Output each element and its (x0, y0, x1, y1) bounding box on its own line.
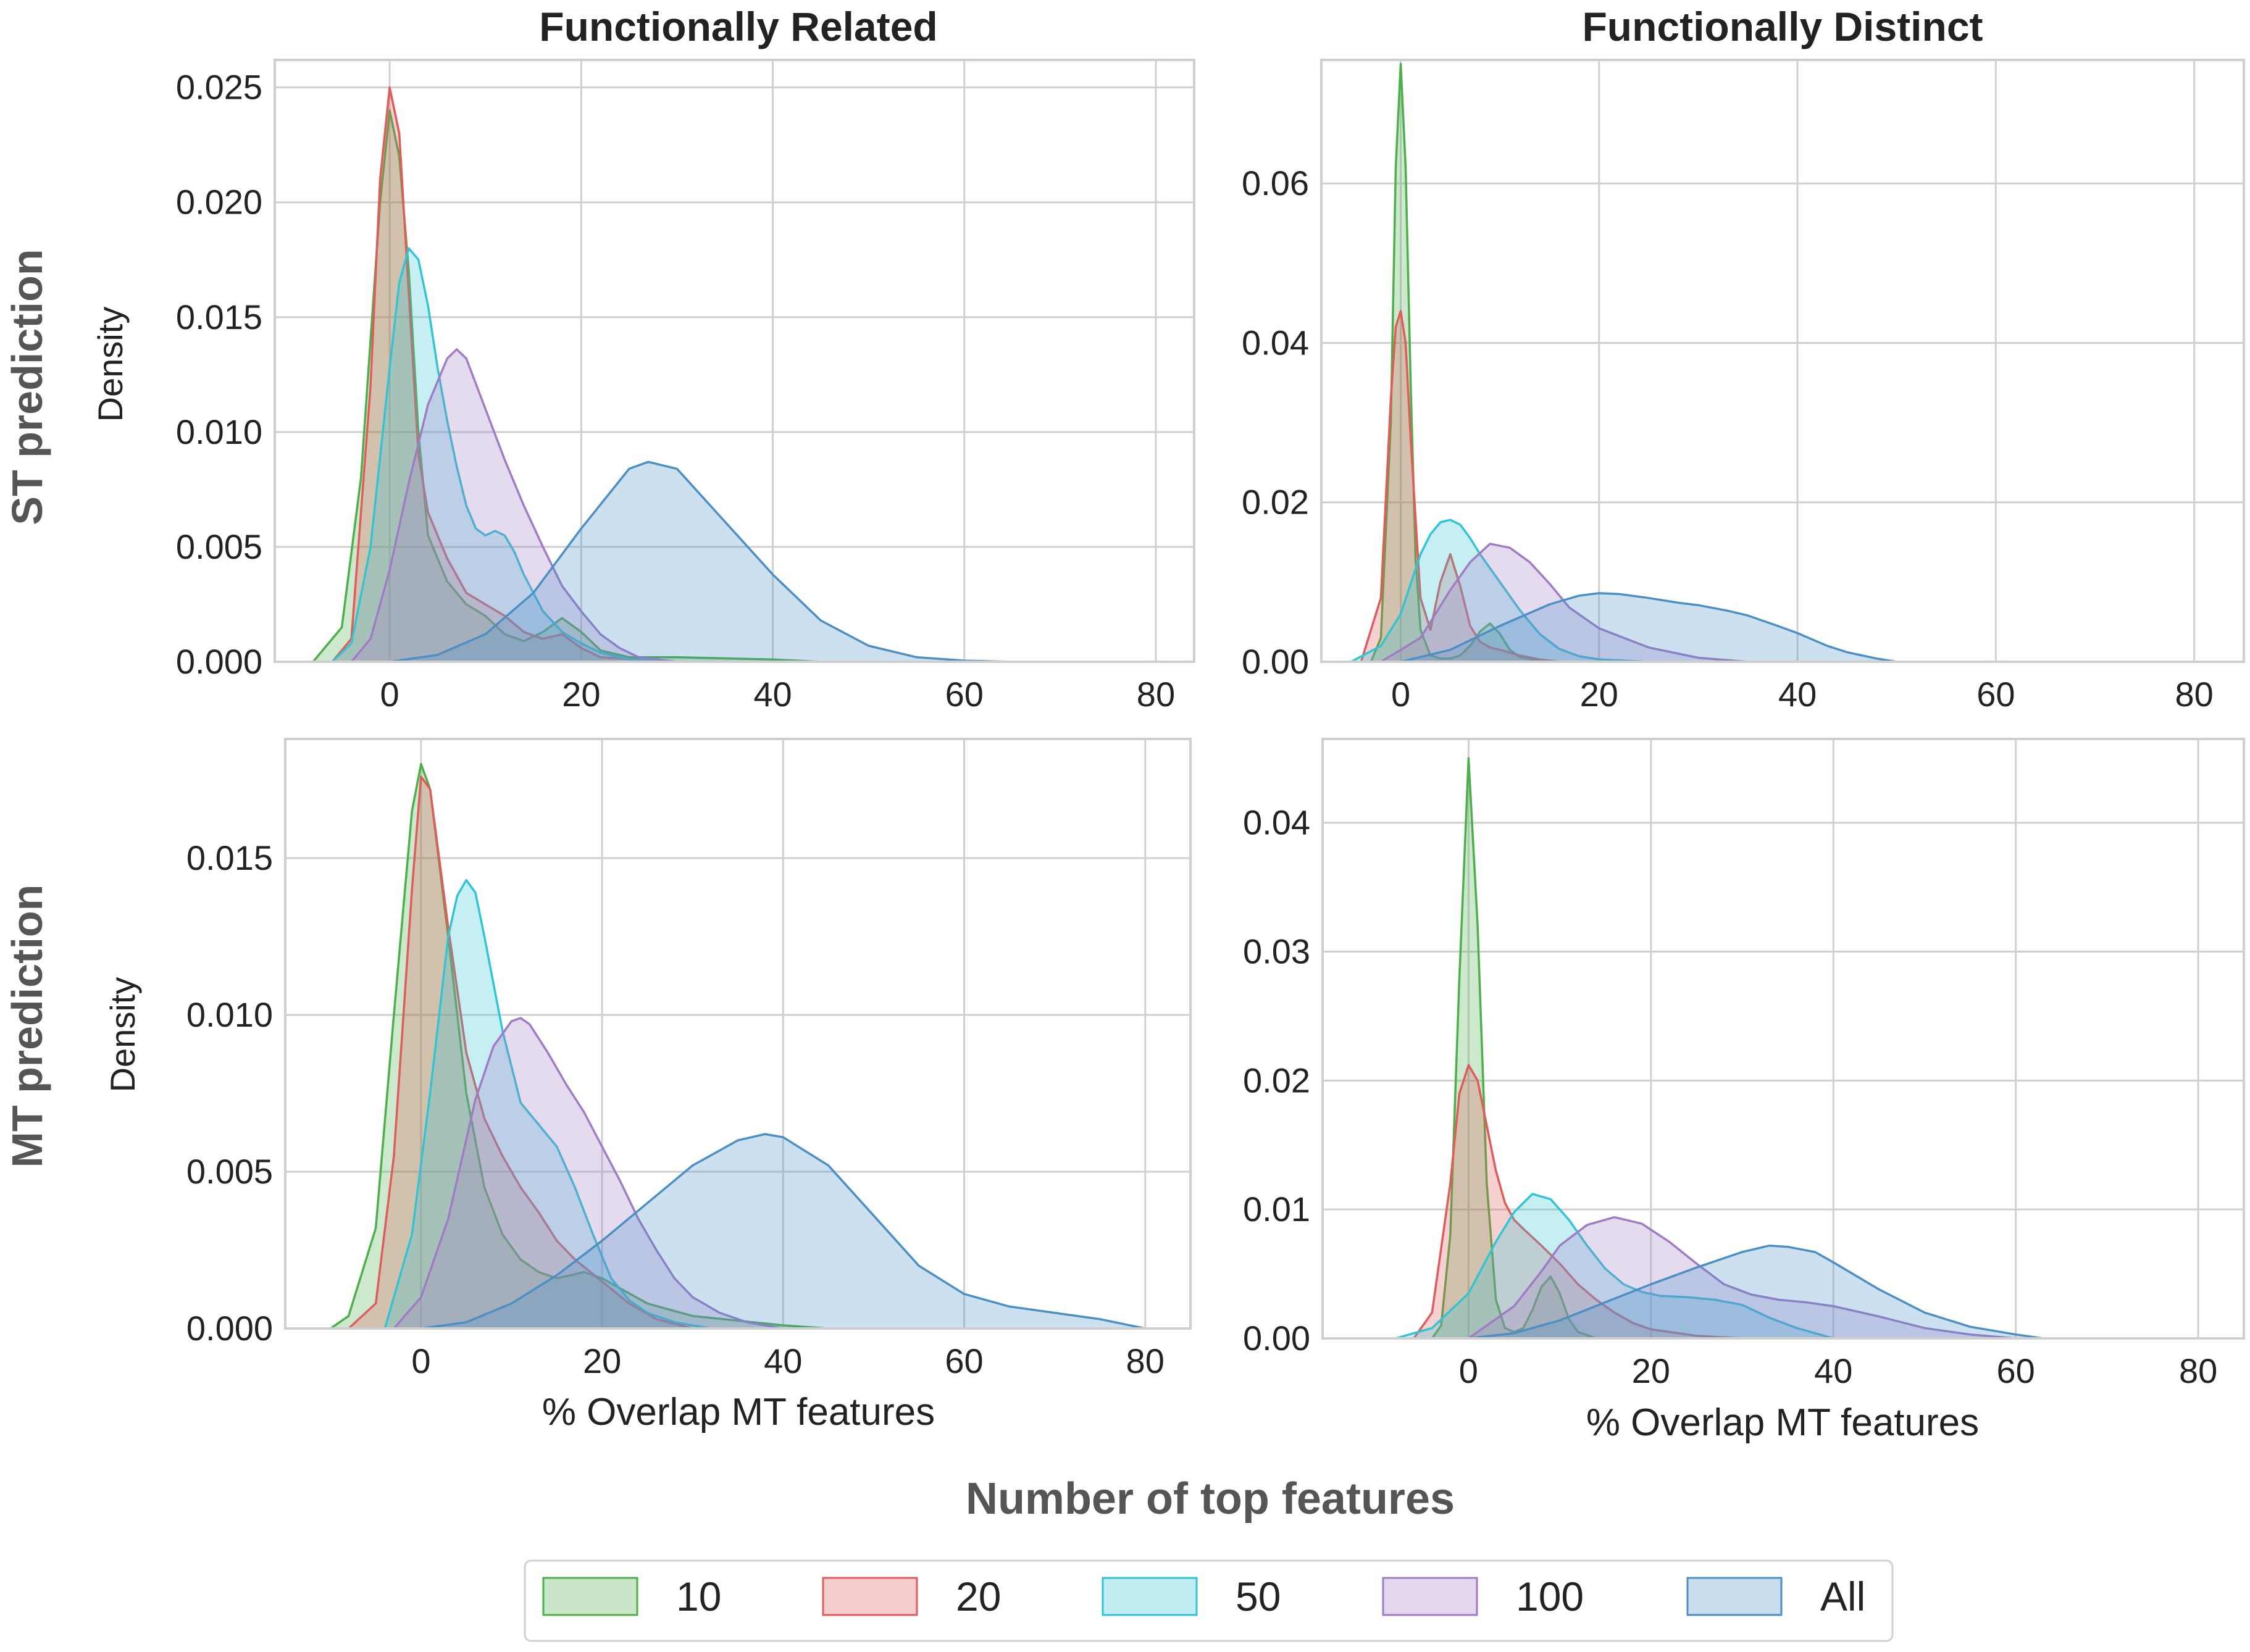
plot-frame (1321, 738, 2245, 1340)
density-area-50 (331, 247, 679, 663)
plot-frame (274, 59, 1195, 663)
x-tick-label: 20 (583, 1341, 621, 1380)
legend-items: 10 20 50 100 All (542, 1574, 1865, 1619)
panel-st-distinct: 0 20 40 60 80 0.00 0.02 0.04 0.06 (1242, 59, 2245, 714)
y-axis-label: Density (91, 307, 130, 422)
x-tick-label: 60 (1997, 1351, 2035, 1390)
legend-title: Number of top features (966, 1474, 1455, 1524)
x-tick-label: 20 (562, 675, 600, 714)
x-tick-label: 40 (1778, 675, 1817, 714)
plot-frame (284, 738, 1192, 1330)
legend-label-20: 20 (956, 1574, 1001, 1619)
x-tick-label: 40 (753, 675, 792, 714)
x-tick-label: 20 (1632, 1351, 1670, 1390)
x-tick-label: 80 (1137, 675, 1175, 714)
y-tick-label: 0.04 (1242, 323, 1309, 362)
row-title-mt: MT prediction (3, 885, 51, 1168)
legend-label-10: 10 (676, 1574, 721, 1619)
x-tick-label: 60 (1976, 675, 2015, 714)
y-axis-label: Density (103, 977, 142, 1093)
panel-mt-related: 0 20 40 60 80 0.000 0.005 0.010 0.015 Density % Ov… (103, 738, 1192, 1433)
y-tick-label: 0.000 (186, 1309, 273, 1348)
x-tick-label: 60 (945, 675, 984, 714)
y-tick-label: 0.03 (1243, 932, 1310, 971)
x-tick-label: 80 (1126, 1341, 1165, 1380)
density-area-100 (393, 1017, 785, 1330)
x-tick-label: 60 (945, 1341, 983, 1380)
x-tick-label: 0 (1391, 675, 1410, 714)
legend-label-100: 100 (1516, 1574, 1584, 1619)
x-tick-label: 0 (411, 1341, 430, 1380)
y-tick-label: 0.00 (1243, 1319, 1310, 1358)
y-tick-label: 0.010 (176, 412, 262, 451)
y-tick-label: 0.015 (176, 298, 262, 336)
panel-mt-distinct: 0 20 40 60 80 0.00 0.01 0.02 0.03 0.04 % Overlap M… (1243, 738, 2245, 1444)
legend-swatch-100 (1382, 1577, 1478, 1616)
y-tick-label: 0.005 (186, 1152, 273, 1191)
density-area-all (1467, 1244, 2044, 1340)
legend-swatch-20 (822, 1577, 918, 1616)
y-tick-label: 0.020 (176, 183, 262, 222)
legend-swatch-all (1686, 1577, 1783, 1616)
y-tick-label: 0.000 (176, 642, 262, 681)
x-tick-label: 20 (1580, 675, 1618, 714)
y-tick-label: 0.06 (1242, 164, 1309, 202)
y-tick-label: 0.025 (176, 68, 262, 107)
y-tick-label: 0.00 (1242, 642, 1309, 681)
density-area-all (1399, 592, 1898, 663)
column-title-distinct: Functionally Distinct (1582, 4, 1983, 49)
column-title-related: Functionally Related (539, 4, 937, 49)
x-tick-label: 80 (2175, 675, 2214, 714)
x-tick-label: 80 (2179, 1351, 2217, 1390)
legend-label-all: All (1820, 1574, 1865, 1619)
y-tick-label: 0.01 (1243, 1190, 1310, 1229)
x-axis-label: % Overlap MT features (542, 1391, 935, 1433)
density-area-10 (1431, 757, 1597, 1340)
density-area-50 (1394, 1193, 1834, 1340)
plot-frame (1320, 59, 2245, 663)
x-tick-label: 0 (380, 675, 399, 714)
x-axis-label: % Overlap MT features (1586, 1401, 1979, 1444)
y-tick-label: 0.02 (1243, 1061, 1310, 1099)
y-tick-label: 0.04 (1243, 803, 1310, 842)
y-tick-label: 0.015 (186, 838, 273, 877)
density-area-100 (1379, 543, 1749, 663)
y-tick-label: 0.005 (176, 527, 262, 566)
row-title-st: ST prediction (3, 249, 51, 525)
legend-swatch-50 (1102, 1577, 1198, 1616)
panel-st-related: 0 20 40 60 80 0.000 0.005 0.010 0.015 0.020 0.025 D… (91, 59, 1195, 714)
density-area-50 (383, 878, 712, 1330)
density-area-all (420, 1133, 1147, 1330)
density-area-100 (350, 348, 679, 663)
y-tick-label: 0.010 (186, 995, 273, 1034)
x-tick-label: 40 (1814, 1351, 1852, 1390)
density-area-50 (1350, 519, 1650, 663)
density-area-20 (1360, 310, 1561, 663)
density-area-100 (1467, 1216, 2017, 1340)
density-area-20 (1412, 1064, 1744, 1340)
density-area-20 (331, 86, 679, 663)
y-tick-label: 0.02 (1242, 483, 1309, 522)
legend-box (524, 1559, 1894, 1642)
density-area-all (388, 461, 1014, 663)
legend-label-50: 50 (1236, 1574, 1281, 1619)
x-tick-label: 40 (764, 1341, 802, 1380)
legend-swatch-10 (542, 1577, 638, 1616)
x-tick-label: 0 (1459, 1351, 1478, 1390)
density-area-20 (347, 775, 694, 1330)
